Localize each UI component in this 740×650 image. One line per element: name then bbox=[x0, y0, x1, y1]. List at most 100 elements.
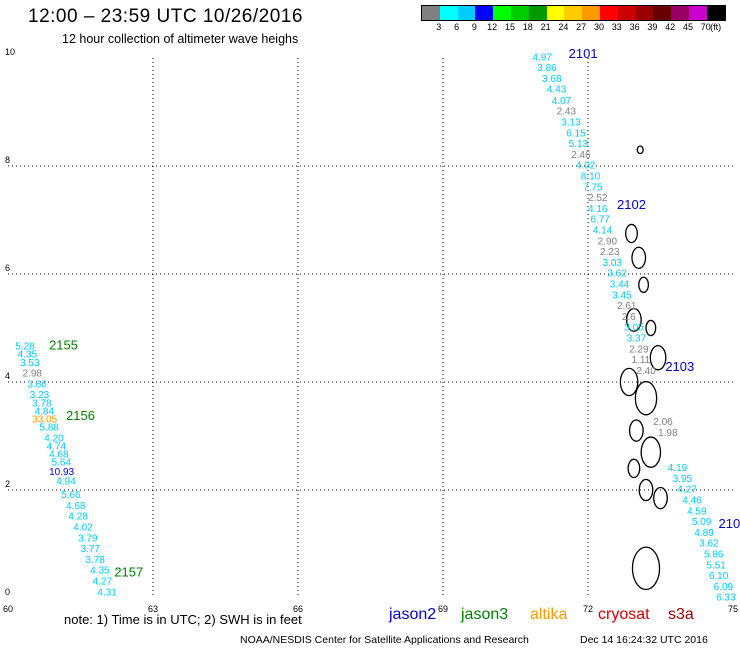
swh-value: 1.98 bbox=[658, 428, 678, 439]
x-tick-label: 66 bbox=[293, 604, 303, 614]
color-scale-label: 42 bbox=[665, 22, 676, 32]
swh-value: 2.40 bbox=[636, 366, 656, 377]
color-scale-bar bbox=[421, 5, 726, 21]
swh-value: 3.62 bbox=[607, 269, 627, 280]
swh-value: 4.59 bbox=[687, 506, 707, 517]
swh-value: 4.97 bbox=[532, 53, 552, 64]
footer-note: note: 1) Time is in UTC; 2) SWH is in fe… bbox=[64, 612, 302, 627]
color-swatch bbox=[635, 6, 654, 20]
color-scale-label: 30 bbox=[593, 22, 605, 32]
swh-value: 4.28 bbox=[68, 512, 88, 523]
island-outline bbox=[638, 478, 654, 502]
island-outline bbox=[626, 307, 642, 332]
swh-value: 4.43 bbox=[547, 85, 567, 96]
color-swatch bbox=[493, 6, 511, 20]
island-outline bbox=[619, 367, 639, 397]
island-outline bbox=[636, 145, 644, 155]
x-tick-label: 72 bbox=[583, 604, 593, 614]
swh-value: 33.05 bbox=[32, 415, 57, 426]
swh-value: 4.02 bbox=[73, 523, 93, 534]
color-swatch bbox=[599, 6, 618, 20]
island-outline bbox=[653, 486, 668, 510]
color-swatch bbox=[688, 6, 707, 20]
footer-credit: NOAA/NESDIS Center for Satellite Applica… bbox=[240, 634, 529, 646]
color-scale-label: 12 bbox=[487, 22, 498, 32]
swh-value: 4.68 bbox=[66, 501, 86, 512]
color-scale-label: 15 bbox=[504, 22, 516, 32]
swh-value: 3.23 bbox=[30, 390, 50, 401]
island-outline bbox=[645, 319, 657, 337]
legend-jason2: jason2 bbox=[389, 606, 437, 623]
legend-jason3: jason3 bbox=[461, 606, 509, 623]
swh-value: 4.16 bbox=[588, 204, 608, 215]
y-tick-label: 2 bbox=[5, 479, 10, 489]
island-outline bbox=[631, 546, 661, 591]
swh-value: 5.13 bbox=[569, 139, 589, 150]
y-tick-label: 10 bbox=[5, 47, 15, 57]
island-outline bbox=[634, 380, 658, 416]
island-outline bbox=[631, 246, 647, 270]
map-subtitle: 12 hour collection of altimeter wave hei… bbox=[62, 32, 299, 46]
x-tick-label: 63 bbox=[148, 604, 158, 614]
color-scale-label: 21 bbox=[540, 22, 551, 32]
legend-altika: altika bbox=[530, 606, 568, 623]
color-scale-label: 9 bbox=[471, 22, 477, 32]
color-swatch bbox=[457, 6, 476, 20]
swh-value: 3.68 bbox=[542, 74, 562, 85]
swh-value: 4.35 bbox=[18, 350, 38, 361]
legend-cryosat: cryosat bbox=[598, 606, 650, 623]
swh-value: 3.77 bbox=[81, 544, 101, 555]
swh-value: 4.02 bbox=[576, 161, 596, 172]
color-swatch bbox=[653, 6, 672, 20]
swh-value: 2.6 bbox=[622, 312, 636, 323]
color-swatch bbox=[422, 6, 440, 20]
swh-value: 3.78 bbox=[85, 555, 105, 566]
color-scale-label: 36 bbox=[629, 22, 640, 32]
swh-value: 2.98 bbox=[23, 369, 43, 380]
swh-value: 4.94 bbox=[56, 477, 76, 488]
island-outline bbox=[628, 419, 644, 442]
y-tick-label: 6 bbox=[5, 263, 10, 273]
color-scale-label: 45 bbox=[682, 22, 694, 32]
swh-value: 10.93 bbox=[49, 467, 74, 478]
island-outline bbox=[640, 436, 662, 468]
swh-value: 6.77 bbox=[590, 215, 610, 226]
y-tick-label: 8 bbox=[5, 155, 10, 165]
swh-value: 2.43 bbox=[557, 107, 577, 118]
color-swatch bbox=[528, 6, 547, 20]
color-scale-label: 6 bbox=[454, 22, 460, 32]
swh-value: 4.89 bbox=[694, 528, 714, 539]
swh-value: 3.44 bbox=[610, 280, 630, 291]
swh-value: 2.29 bbox=[629, 344, 649, 355]
pass-label: 2155 bbox=[49, 338, 78, 353]
pass-label: 2156 bbox=[66, 408, 95, 423]
color-swatch bbox=[439, 6, 458, 20]
color-swatch bbox=[564, 6, 583, 20]
color-scale-label: (ft) bbox=[710, 22, 722, 32]
swh-value: 4.46 bbox=[682, 496, 702, 507]
swh-value: 5.64 bbox=[52, 458, 72, 469]
color-swatch bbox=[706, 6, 725, 20]
swh-value: 2.23 bbox=[600, 247, 620, 258]
swh-value: 4.19 bbox=[668, 463, 688, 474]
pass-label: 2157 bbox=[114, 564, 143, 579]
swh-value: 3.45 bbox=[612, 290, 632, 301]
island-outline bbox=[638, 276, 650, 294]
swh-value: 4.68 bbox=[49, 450, 69, 461]
swh-value: 3.03 bbox=[603, 258, 623, 269]
swh-value: 6.09 bbox=[714, 582, 734, 593]
swh-value: 2.90 bbox=[598, 236, 618, 247]
x-tick-label: 69 bbox=[438, 604, 448, 614]
swh-value: 4.20 bbox=[44, 433, 64, 444]
swh-value: 3.13 bbox=[561, 118, 581, 129]
color-scale-label: 18 bbox=[522, 22, 533, 32]
swh-value: 2.61 bbox=[617, 301, 637, 312]
y-tick-label: 4 bbox=[5, 371, 10, 381]
pass-label: 2101 bbox=[569, 46, 598, 61]
swh-value: 5.51 bbox=[706, 560, 726, 571]
swh-value: 2.46 bbox=[571, 150, 591, 161]
swh-value: 4.07 bbox=[552, 96, 572, 107]
legend-s3a: s3a bbox=[668, 606, 694, 623]
swh-value: 2.06 bbox=[653, 417, 673, 428]
